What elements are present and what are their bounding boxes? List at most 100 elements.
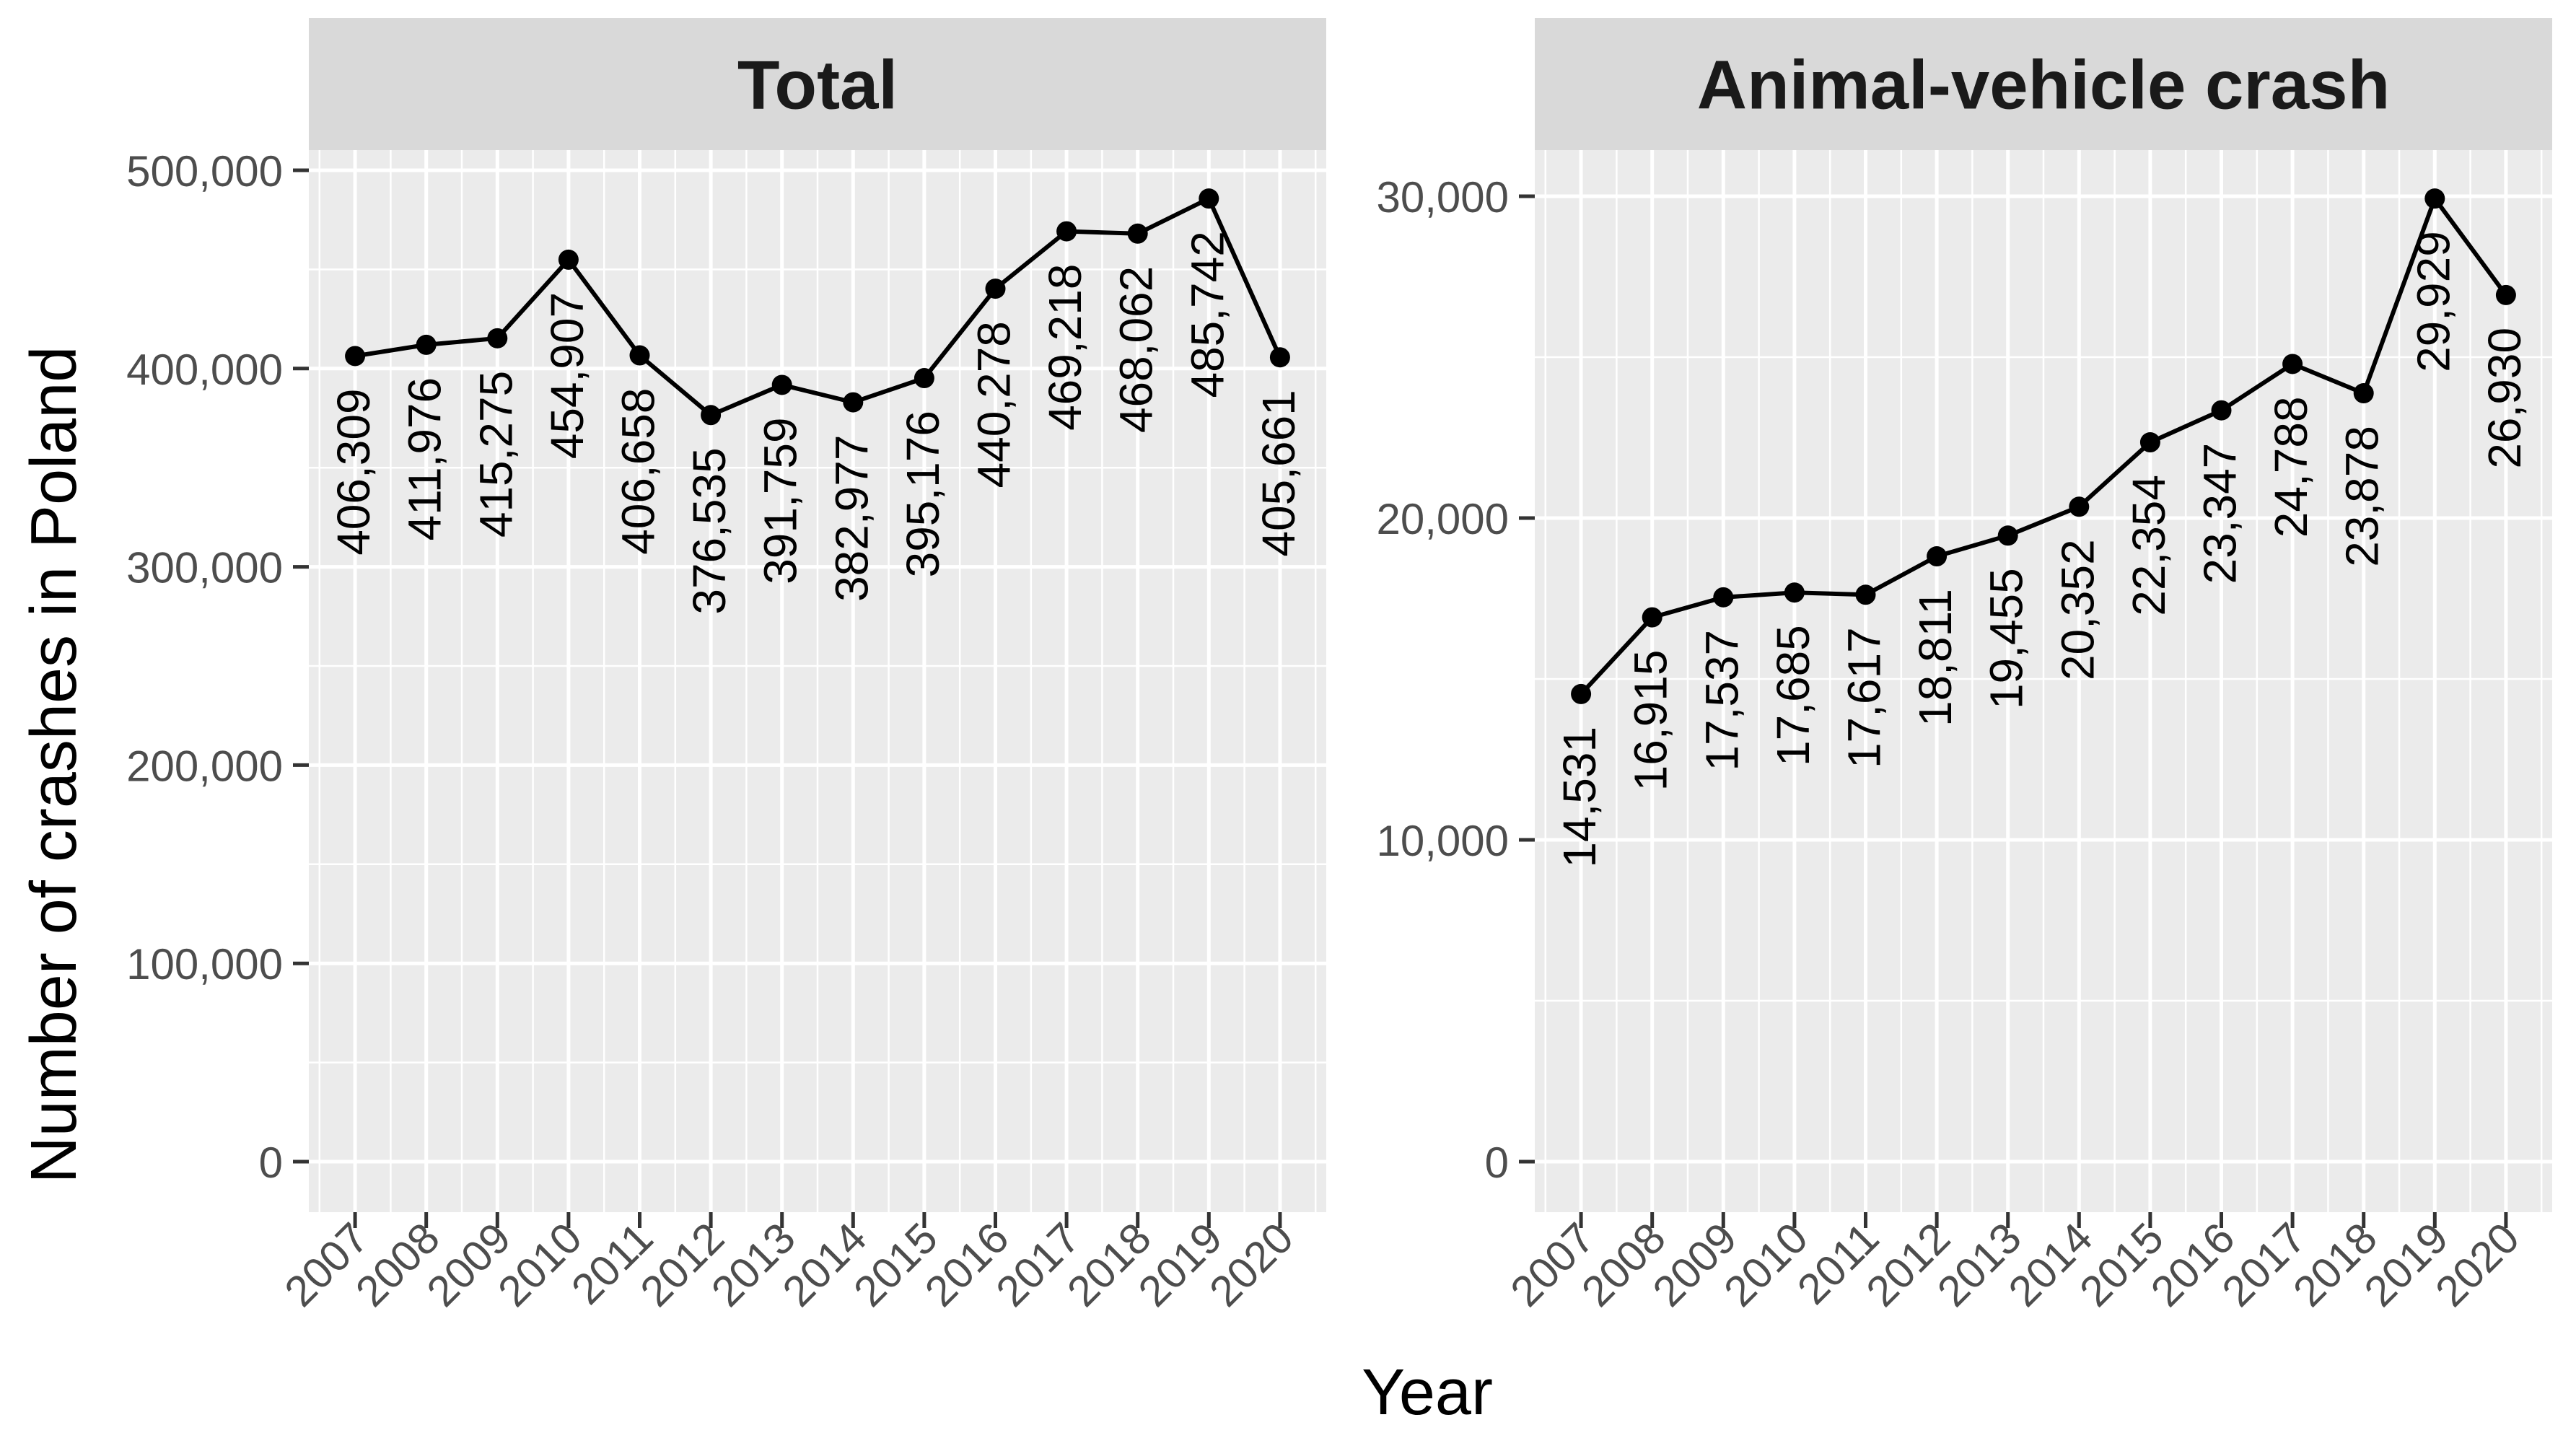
data-label: 22,354 xyxy=(2123,475,2175,616)
x-tick-label: 2015 xyxy=(844,1214,947,1316)
x-tick-label: 2009 xyxy=(1644,1214,1746,1316)
data-point xyxy=(1056,221,1077,242)
data-label: 468,062 xyxy=(1110,266,1162,433)
data-point xyxy=(2424,188,2445,209)
x-tick-label: 2013 xyxy=(702,1214,805,1316)
y-tick-label: 20,000 xyxy=(1376,495,1509,543)
data-label: 415,275 xyxy=(470,371,522,538)
x-axis-title: Year xyxy=(1362,1356,1493,1429)
data-point xyxy=(985,279,1006,299)
x-tick-label: 2020 xyxy=(2426,1214,2528,1316)
data-label: 24,788 xyxy=(2265,396,2317,538)
x-tick-label: 2012 xyxy=(631,1214,734,1316)
data-label: 17,617 xyxy=(1838,627,1890,768)
data-point xyxy=(629,345,650,366)
x-tick-label: 2007 xyxy=(1502,1214,1604,1316)
data-point xyxy=(2282,354,2303,374)
series-line xyxy=(1579,196,2508,696)
data-label: 26,930 xyxy=(2479,328,2531,469)
data-point xyxy=(1269,347,1290,368)
x-tick-label: 2010 xyxy=(1714,1214,1817,1316)
data-point xyxy=(1927,546,1948,567)
data-point xyxy=(1571,683,1592,704)
x-tick-label: 2019 xyxy=(2355,1214,2458,1316)
y-tick-label: 10,000 xyxy=(1376,817,1509,865)
data-label: 20,352 xyxy=(2051,539,2103,680)
data-point xyxy=(2069,496,2090,517)
y-tick-label: 300,000 xyxy=(126,544,283,592)
y-tick-label: 0 xyxy=(1485,1139,1509,1187)
data-label: 16,915 xyxy=(1625,650,1677,792)
data-point xyxy=(558,249,579,270)
x-tick-label: 2014 xyxy=(1999,1214,2102,1316)
y-tick-label: 500,000 xyxy=(126,147,283,196)
data-label: 406,658 xyxy=(612,388,664,555)
x-tick-label: 2017 xyxy=(2213,1214,2316,1316)
data-label: 405,661 xyxy=(1253,390,1305,556)
data-point xyxy=(2211,400,2232,421)
data-label: 485,742 xyxy=(1181,231,1233,398)
data-point xyxy=(1997,525,2018,546)
data-point xyxy=(771,374,792,395)
data-label: 469,218 xyxy=(1039,264,1091,431)
data-point xyxy=(1855,584,1876,605)
data-point xyxy=(1713,587,1734,608)
data-point xyxy=(487,328,508,348)
x-tick-label: 2008 xyxy=(1572,1214,1675,1316)
facet-strip xyxy=(1535,18,2552,150)
data-point xyxy=(345,346,366,367)
x-tick-label: 2018 xyxy=(1058,1214,1160,1316)
y-tick-label: 100,000 xyxy=(126,940,283,988)
data-label: 382,977 xyxy=(825,435,877,602)
x-tick-label: 2016 xyxy=(916,1214,1018,1316)
data-label: 440,278 xyxy=(968,321,1020,488)
data-point xyxy=(843,392,864,413)
x-tick-label: 2015 xyxy=(2070,1214,2173,1316)
data-label: 23,347 xyxy=(2194,443,2246,584)
data-point xyxy=(2353,383,2374,404)
data-point xyxy=(1784,582,1805,603)
data-label: 411,976 xyxy=(399,377,451,541)
data-label: 23,878 xyxy=(2336,426,2388,567)
y-tick-label: 400,000 xyxy=(126,346,283,394)
data-label: 14,531 xyxy=(1554,727,1605,868)
data-label: 391,759 xyxy=(755,417,807,584)
data-label: 406,309 xyxy=(328,388,380,555)
data-label: 17,685 xyxy=(1767,625,1819,766)
data-point xyxy=(2139,432,2160,453)
data-point xyxy=(1127,223,1148,244)
data-label: 376,535 xyxy=(683,447,735,614)
data-point xyxy=(1642,607,1662,628)
x-tick-label: 2018 xyxy=(2284,1214,2386,1316)
y-tick-label: 0 xyxy=(259,1139,283,1187)
data-label: 29,929 xyxy=(2407,231,2459,372)
x-tick-label: 2017 xyxy=(987,1214,1090,1316)
x-tick-label: 2007 xyxy=(276,1214,378,1316)
x-tick-label: 2016 xyxy=(2142,1214,2244,1316)
data-label: 395,176 xyxy=(897,411,949,577)
y-tick-label: 30,000 xyxy=(1376,173,1509,222)
facet-strip xyxy=(309,18,1326,150)
data-label: 19,455 xyxy=(1981,568,2033,709)
x-tick-label: 2019 xyxy=(1129,1214,1232,1316)
data-point xyxy=(701,405,722,426)
series-line xyxy=(354,196,1282,418)
data-label: 454,907 xyxy=(541,292,593,459)
x-tick-label: 2014 xyxy=(774,1214,876,1316)
panel-total: Total 0 100,000 200,000 300,000 400,000 500,00… xyxy=(126,18,1326,1316)
data-point xyxy=(914,368,934,389)
y-tick-label: 200,000 xyxy=(126,742,283,790)
data-label: 17,537 xyxy=(1696,630,1748,771)
y-axis-title: Number of crashes in Poland xyxy=(18,346,90,1184)
x-tick-label: 2010 xyxy=(489,1214,591,1316)
x-tick-label: 2008 xyxy=(346,1214,449,1316)
x-tick-label: 2020 xyxy=(1200,1214,1302,1316)
x-tick-label: 2009 xyxy=(418,1214,520,1316)
data-point xyxy=(2495,284,2516,305)
data-label: 18,811 xyxy=(1909,589,1961,727)
facet-strip-title: Total xyxy=(737,47,898,124)
x-tick-label: 2012 xyxy=(1857,1214,1960,1316)
panel-animal-vehicle: Animal-vehicle crash 0 10,000 20,000 30,000 2… xyxy=(1376,18,2552,1316)
facet-strip-title: Animal-vehicle crash xyxy=(1697,47,2390,124)
